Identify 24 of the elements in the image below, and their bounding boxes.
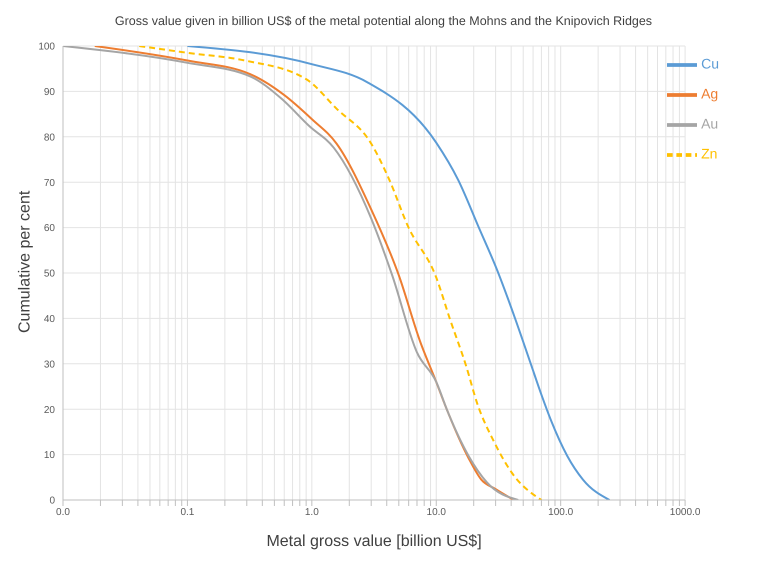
y-tick-label: 20	[44, 404, 56, 416]
x-tick-label: 1000.0	[670, 507, 701, 518]
legend-label: Ag	[701, 86, 718, 102]
y-axis-title: Cumulative per cent	[16, 190, 34, 333]
y-tick-label: 50	[44, 268, 56, 280]
y-tick-label: 70	[44, 178, 56, 189]
x-tick-label: 1.0	[304, 507, 320, 518]
x-tick-label: 10.0	[426, 507, 446, 518]
y-tick-label: 100	[38, 42, 56, 53]
y-tick-label: 40	[44, 314, 56, 325]
y-tick-label: 10	[44, 450, 56, 462]
y-tick-label: 30	[44, 359, 56, 370]
legend-label: Zn	[701, 146, 718, 162]
x-tick-label: 0.0	[56, 507, 70, 518]
legend-label: Au	[701, 116, 718, 132]
chart-title: Gross value given in billion US$ of the metal potential along the Mohns and the Knipovich Ridges	[114, 13, 654, 30]
y-tick-label: 60	[44, 223, 56, 234]
x-tick-label: 0.1	[180, 507, 195, 518]
y-tick-label: 80	[44, 132, 56, 144]
y-tick-label: 90	[44, 86, 56, 98]
y-tick-label: 0	[49, 496, 56, 507]
legend-label: Cu	[701, 56, 719, 72]
x-tick-label: 100.0	[548, 507, 574, 518]
x-axis-title: Metal gross value [billion US$]	[266, 533, 482, 550]
